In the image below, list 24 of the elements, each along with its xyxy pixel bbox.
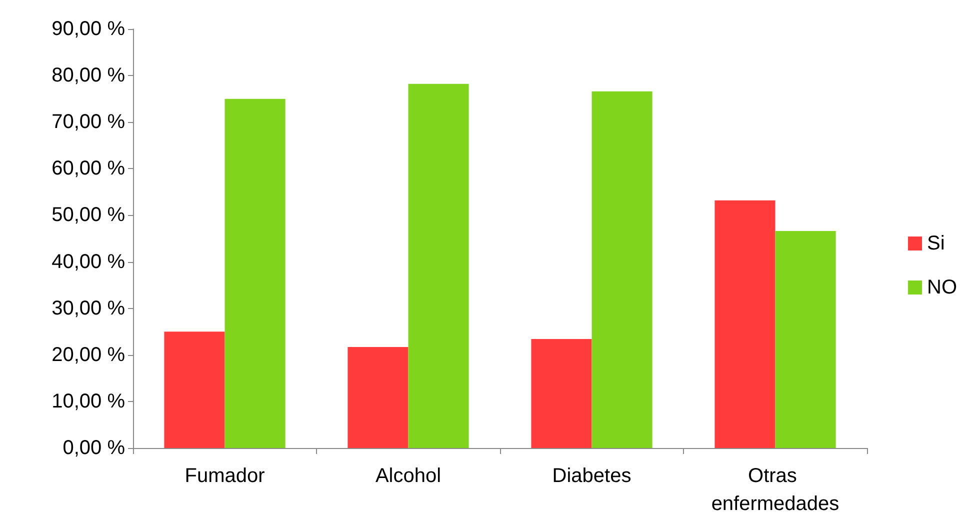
- x-tick-label: Fumador: [184, 465, 266, 487]
- bar: [348, 346, 408, 448]
- x-tick-label: Otras enfermedades: [711, 465, 840, 515]
- y-tick-label: 80,00 %: [52, 64, 126, 87]
- bar: [408, 84, 469, 448]
- bar: [775, 231, 836, 448]
- bar: [592, 91, 652, 448]
- legend-label: Si: [927, 232, 945, 254]
- bar: [224, 98, 286, 448]
- y-tick-label: 30,00 %: [52, 297, 126, 320]
- bar: [531, 339, 592, 448]
- y-tick-label: 60,00 %: [52, 158, 126, 180]
- y-tick-label: 90,00 %: [52, 18, 126, 40]
- y-tick-label: 0,00 %: [62, 437, 126, 459]
- y-tick-label: 70,00 %: [52, 111, 126, 134]
- y-tick-label: 50,00 %: [52, 204, 126, 226]
- bar: [164, 332, 225, 448]
- y-tick-label: 20,00 %: [52, 344, 126, 366]
- y-tick-label: 40,00 %: [52, 250, 126, 273]
- x-tick-label: Diabetes: [552, 465, 632, 487]
- y-tick-label: 10,00 %: [52, 390, 126, 412]
- bar: [714, 200, 776, 448]
- legend-label: NO: [927, 276, 957, 298]
- x-tick-label: Alcohol: [375, 465, 442, 487]
